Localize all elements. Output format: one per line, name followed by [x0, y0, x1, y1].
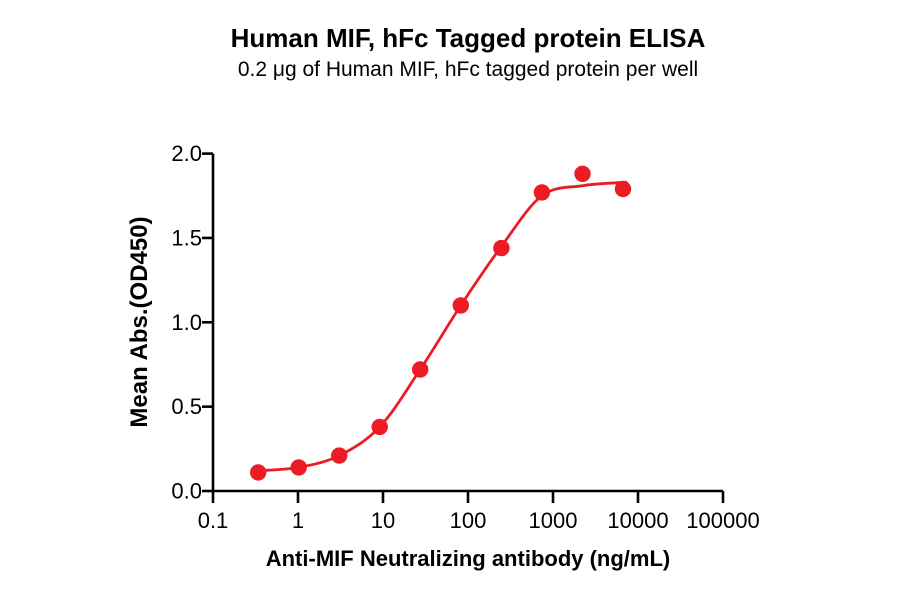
data-point [533, 184, 551, 201]
y-tick-label: 0.0 [171, 479, 202, 504]
x-axis-title: Anti-MIF Neutralizing antibody (ng/mL) [266, 546, 671, 571]
x-tick-label: 1 [292, 508, 304, 533]
data-point [371, 418, 388, 436]
y-tick-label: 1.5 [171, 225, 202, 250]
data-point [331, 447, 348, 464]
data-point [290, 459, 307, 476]
y-tick-label: 1.0 [171, 310, 202, 335]
chart-title: Human MIF, hFc Tagged protein ELISA [230, 23, 706, 53]
fit-curve [256, 180, 628, 473]
x-tick-label: 0.1 [198, 508, 229, 533]
data-point [412, 361, 429, 378]
y-tick-label: 2.0 [171, 141, 202, 166]
data-point [250, 464, 267, 481]
data-point [574, 165, 591, 182]
x-tick-label: 100 [450, 508, 487, 533]
x-tick-label: 1000 [529, 508, 578, 533]
x-tick-label: 10 [371, 508, 395, 533]
y-axis-title: Mean Abs.(OD450) [126, 216, 153, 427]
data-point [452, 297, 469, 314]
x-tick-label: 10000 [607, 508, 668, 533]
data-point [614, 180, 632, 198]
chart-subtitle: 0.2 μg of Human MIF, hFc tagged protein … [237, 58, 699, 81]
x-tick-label: 100000 [686, 508, 759, 533]
y-tick-label: 0.5 [171, 394, 202, 419]
data-point [493, 239, 510, 257]
